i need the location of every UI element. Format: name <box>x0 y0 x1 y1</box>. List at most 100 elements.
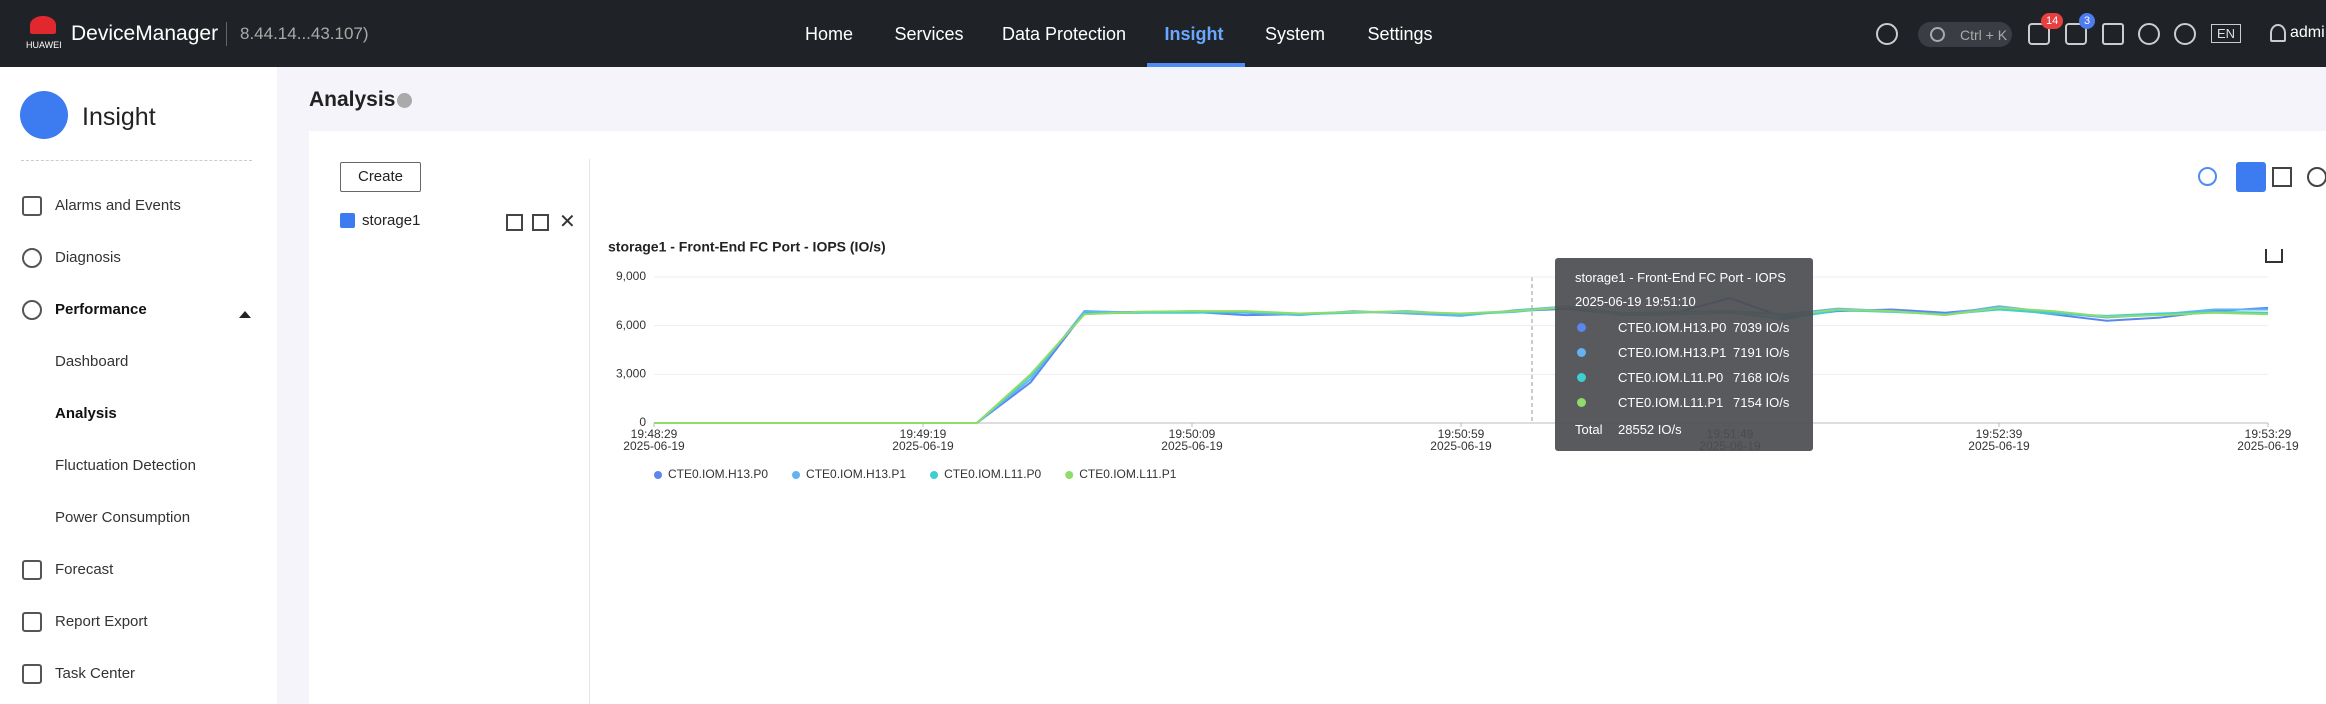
menu-item[interactable]: Alarms and Events <box>55 197 181 214</box>
copy-icon[interactable] <box>532 214 549 231</box>
tooltip-time: 2025-06-19 19:51:10 <box>1575 294 1696 309</box>
search-hint: Ctrl + K <box>1960 27 2008 43</box>
divider <box>21 160 252 161</box>
menu-item[interactable]: Fluctuation Detection <box>55 457 196 474</box>
icon <box>22 612 42 632</box>
x-tick-label: 19:49:19 <box>900 427 947 441</box>
tooltip-total: 28552 IO/s <box>1618 422 1682 437</box>
icon[interactable] <box>2065 23 2087 45</box>
legend-dot <box>930 471 939 479</box>
logo <box>30 16 56 34</box>
menu-item[interactable]: Power Consumption <box>55 509 191 526</box>
tooltip-name: CTE0.IOM.L11.P0 <box>1618 370 1724 385</box>
search-icon <box>1930 27 1945 42</box>
help-icon[interactable] <box>397 93 412 108</box>
tooltip-total-label: Total <box>1575 422 1603 437</box>
user-icon <box>2270 24 2286 42</box>
tooltip-value: 7039 IO/s <box>1733 320 1790 335</box>
nav-item[interactable]: Data Protection <box>1001 24 1127 44</box>
create-button[interactable]: Create <box>340 162 421 192</box>
y-tick-label: 9,000 <box>616 269 646 283</box>
legend-dot <box>1065 471 1074 479</box>
x-tick-label: 19:48:29 <box>631 427 678 441</box>
legend-label: CTE0.IOM.L11.P1 <box>1079 467 1176 481</box>
menu-item[interactable]: Diagnosis <box>55 249 121 266</box>
x-tick-label: 2025-06-19 <box>1430 439 1492 453</box>
page-title: Analysis <box>309 88 396 111</box>
lang[interactable]: EN <box>2211 24 2242 43</box>
divider <box>226 22 227 46</box>
badge: 3 <box>2079 13 2096 29</box>
menu-item[interactable]: Analysis <box>55 405 117 422</box>
legend-label: CTE0.IOM.H13.P1 <box>806 467 906 481</box>
chart: storage1 - Front-End FC Port - IOPS (IO/… <box>608 239 2299 481</box>
menu-item[interactable]: Dashboard <box>55 353 129 370</box>
tooltip-dot <box>1577 373 1586 382</box>
brand: HUAWEI <box>26 40 62 50</box>
search[interactable]: Ctrl + K <box>1918 22 2012 47</box>
menu-item[interactable]: Forecast <box>55 561 114 578</box>
insight-icon <box>20 91 68 139</box>
tooltip-name: CTE0.IOM.L11.P1 <box>1618 395 1724 410</box>
icon <box>22 560 42 580</box>
icon[interactable] <box>2138 23 2160 45</box>
x-tick-label: 2025-06-19 <box>1968 439 2030 453</box>
legend-label: CTE0.IOM.L11.P0 <box>944 467 1041 481</box>
sidebar: Insight Alarms and Events Diagnosis Perf… <box>0 67 277 704</box>
version: 8.44.14...43.107) <box>240 24 369 43</box>
tooltip-value: 7168 IO/s <box>1733 370 1790 385</box>
user[interactable]: admi <box>2290 24 2325 41</box>
nav-item[interactable]: Settings <box>1367 24 1433 44</box>
tooltip-name: CTE0.IOM.H13.P0 <box>1618 320 1727 335</box>
tooltip-value: 7191 IO/s <box>1733 345 1790 360</box>
icon[interactable] <box>1876 23 1898 45</box>
y-tick-label: 6,000 <box>616 318 646 332</box>
panel: Create storage1 ✕ <box>309 131 2326 704</box>
download-icon[interactable] <box>2265 249 2283 263</box>
menu-item[interactable]: Task Center <box>55 665 136 682</box>
edit-icon[interactable] <box>506 214 523 231</box>
tooltip-dot <box>1577 348 1586 357</box>
nav-item[interactable]: Services <box>894 24 964 44</box>
y-tick-label: 3,000 <box>616 367 646 381</box>
divider <box>589 159 590 704</box>
nav-item[interactable]: Home <box>804 24 854 44</box>
tooltip-dot <box>1577 323 1586 332</box>
tooltip-name: CTE0.IOM.H13.P1 <box>1618 345 1727 360</box>
x-tick-label: 19:50:59 <box>1438 427 1485 441</box>
x-tick-label: 2025-06-19 <box>1161 439 1223 453</box>
icon[interactable] <box>2102 23 2124 45</box>
app-name: DeviceManager <box>71 22 219 45</box>
storage-name: storage1 <box>362 212 421 229</box>
menu-item[interactable]: Report Export <box>55 613 148 630</box>
icon[interactable] <box>2174 23 2196 45</box>
nav-underline <box>1147 63 1245 67</box>
nav-item[interactable]: Insight <box>1164 24 1224 44</box>
legend-dot <box>792 471 801 479</box>
x-tick-label: 2025-06-19 <box>623 439 685 453</box>
nav-item[interactable]: System <box>1264 24 1326 44</box>
tooltip: storage1 - Front-End FC Port - IOPS 2025… <box>1555 258 1813 451</box>
icon[interactable] <box>2198 167 2217 186</box>
icon <box>22 248 42 268</box>
icon <box>22 196 42 216</box>
close-icon[interactable]: ✕ <box>559 211 576 233</box>
x-tick-label: 2025-06-19 <box>2237 439 2299 453</box>
sidebar-title: Insight <box>82 103 156 131</box>
x-tick-label: 19:52:39 <box>1976 427 2023 441</box>
tooltip-value: 7154 IO/s <box>1733 395 1790 410</box>
icon <box>22 300 42 320</box>
checkbox[interactable] <box>340 213 355 228</box>
menu-item[interactable]: Performance <box>55 301 147 318</box>
legend-dot <box>654 471 662 479</box>
legend-label: CTE0.IOM.H13.P0 <box>668 467 768 481</box>
icon[interactable] <box>2307 167 2326 187</box>
bell[interactable] <box>2028 23 2050 45</box>
badge: 14 <box>2041 13 2064 29</box>
series-line <box>654 305 2269 424</box>
list-view[interactable] <box>2236 162 2266 192</box>
series-line <box>654 305 2269 424</box>
grid-view[interactable] <box>2272 167 2292 187</box>
chart-title: storage1 - Front-End FC Port - IOPS (IO/… <box>608 239 886 255</box>
